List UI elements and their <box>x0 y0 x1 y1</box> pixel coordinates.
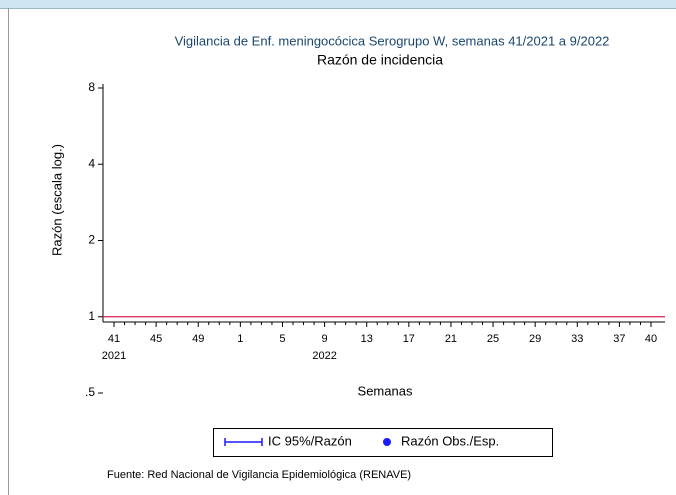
x-year-label: 2021 <box>102 350 126 362</box>
legend <box>213 428 553 457</box>
x-tick-label: 45 <box>150 333 162 345</box>
x-axis-label: Semanas <box>358 383 413 398</box>
x-tick-label: 40 <box>645 333 657 345</box>
y-tick-label: 1 <box>88 309 95 323</box>
legend-label: IC 95%/Razón <box>268 433 352 448</box>
y-tick-label: 4 <box>88 156 95 170</box>
legend-dot <box>383 438 391 446</box>
y-tick-label: .5 <box>85 385 95 399</box>
x-tick-label: 33 <box>571 333 583 345</box>
x-tick-label: 1 <box>237 333 243 345</box>
chart-subtitle: Vigilancia de Enf. meningocócica Serogru… <box>175 33 610 48</box>
y-tick-label: 2 <box>88 233 95 247</box>
y-tick-label: 8 <box>88 80 95 94</box>
y-axis-label: Razón (escala log.) <box>49 144 64 256</box>
x-year-label: 2022 <box>312 350 336 362</box>
x-tick-label: 49 <box>192 333 204 345</box>
x-tick-label: 5 <box>279 333 285 345</box>
x-tick-label: 29 <box>529 333 541 345</box>
x-tick-label: 17 <box>403 333 415 345</box>
chart-title: Razón de incidencia <box>317 52 443 68</box>
x-tick-label: 25 <box>487 333 499 345</box>
x-tick-label: 9 <box>322 333 328 345</box>
x-tick-label: 41 <box>108 333 120 345</box>
top-band <box>0 0 676 8</box>
legend-label: Razón Obs./Esp. <box>401 433 499 448</box>
x-tick-label: 13 <box>361 333 373 345</box>
source-note: Fuente: Red Nacional de Vigilancia Epide… <box>107 469 411 481</box>
x-tick-label: 21 <box>445 333 457 345</box>
x-tick-label: 37 <box>613 333 625 345</box>
